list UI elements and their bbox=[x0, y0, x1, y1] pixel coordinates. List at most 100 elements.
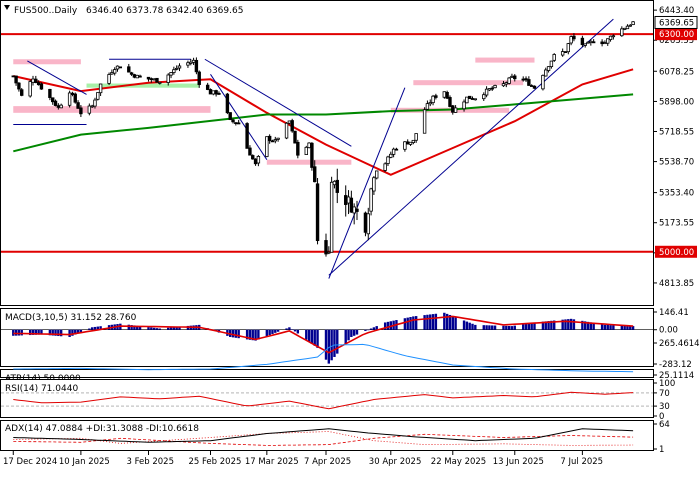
macd-bar bbox=[76, 329, 80, 334]
candle-body bbox=[541, 74, 545, 90]
candle-body bbox=[135, 74, 139, 79]
candle-body bbox=[149, 78, 154, 81]
macd-bar bbox=[406, 317, 409, 330]
candle-body bbox=[403, 141, 407, 150]
zone-green-6 bbox=[86, 83, 200, 88]
candle-body bbox=[566, 43, 570, 53]
ma-fast-line bbox=[13, 68, 634, 176]
candle-body bbox=[391, 148, 396, 155]
candle-body bbox=[591, 41, 596, 44]
adx-tick-label: 64 bbox=[659, 420, 670, 430]
macd-bar bbox=[20, 329, 23, 336]
rsi-tick-label: 0 bbox=[659, 412, 664, 422]
price-tick-label: 6263.55 bbox=[659, 36, 694, 46]
candle-body bbox=[406, 141, 410, 145]
macd-tick-label: -283.12 bbox=[659, 360, 692, 370]
macd-signal-line bbox=[13, 315, 634, 354]
date-tick-label: 30 Apr 2025 bbox=[369, 457, 422, 467]
candle-body bbox=[112, 69, 117, 74]
macd-bar bbox=[544, 321, 547, 330]
candle-body bbox=[138, 75, 142, 78]
macd-bar bbox=[307, 329, 311, 342]
candle-body bbox=[428, 102, 432, 105]
macd-bar bbox=[569, 318, 573, 330]
candle-body bbox=[59, 104, 63, 109]
candle-body bbox=[445, 91, 449, 99]
macd-bar bbox=[59, 329, 63, 337]
candle-body bbox=[315, 183, 320, 242]
candle-body bbox=[572, 35, 576, 40]
macd-bar bbox=[431, 314, 435, 330]
macd-bar bbox=[172, 327, 176, 330]
candle-body bbox=[304, 146, 308, 155]
candle-body bbox=[270, 140, 275, 143]
macd-bar bbox=[88, 328, 91, 330]
candle-body bbox=[174, 67, 179, 70]
candle-body bbox=[462, 101, 466, 110]
macd-bar bbox=[285, 328, 288, 330]
candle-body bbox=[34, 78, 38, 83]
candle-body bbox=[177, 65, 182, 69]
macd-bar bbox=[248, 329, 252, 340]
candle-body bbox=[589, 40, 593, 43]
macd-bar bbox=[265, 329, 269, 337]
macd-bar bbox=[175, 326, 178, 330]
rsi-line bbox=[13, 391, 634, 410]
macd-bar bbox=[271, 329, 274, 334]
atr-line bbox=[13, 343, 634, 373]
macd-bar bbox=[330, 329, 333, 361]
candle-body bbox=[28, 81, 32, 97]
date-tick-label: 22 May 2025 bbox=[431, 457, 486, 467]
macd-bar bbox=[99, 326, 102, 330]
price-tick-label: 6443.40 bbox=[659, 6, 694, 16]
macd-bar bbox=[28, 329, 32, 336]
macd-bar bbox=[482, 325, 485, 330]
candle-body bbox=[186, 62, 190, 66]
candle-body bbox=[327, 251, 331, 254]
candle-body bbox=[600, 41, 604, 45]
macd-bar bbox=[288, 327, 291, 330]
macd-bar bbox=[344, 329, 347, 344]
candle-body bbox=[442, 91, 447, 98]
macd-bar bbox=[584, 321, 587, 330]
macd-bar bbox=[606, 325, 609, 330]
candle-body bbox=[501, 83, 506, 87]
date-axis: 17 Dec 2024 10 Jan 2025 3 Feb 2025 25 Feb 2… bbox=[3, 451, 603, 467]
macd-bar bbox=[502, 325, 505, 330]
candle-body bbox=[611, 35, 616, 38]
adx-panel: ADX(14) 47.0884 +DI:31.3088 -DI:10.6618 bbox=[0, 420, 654, 451]
candle-body bbox=[310, 142, 314, 168]
macd-bar bbox=[268, 329, 271, 336]
candle-body bbox=[287, 120, 292, 124]
candle-body bbox=[408, 141, 413, 145]
candle-body bbox=[552, 54, 556, 61]
macd-bar bbox=[423, 315, 426, 330]
macd-bar bbox=[530, 322, 533, 330]
main-panel: FUS500..Daily 6346.40 6373.78 6342.40 63… bbox=[0, 0, 654, 306]
date-tick-label: 25 Feb 2025 bbox=[188, 457, 241, 467]
candle-body bbox=[70, 92, 75, 95]
candle-body bbox=[414, 133, 418, 141]
candle-body bbox=[434, 95, 438, 98]
macd-bar bbox=[474, 324, 477, 330]
macd-bar bbox=[364, 329, 367, 331]
candle-body bbox=[48, 88, 52, 98]
candle-body bbox=[236, 122, 241, 125]
macd-bar bbox=[147, 327, 150, 330]
candle-body bbox=[603, 42, 607, 45]
adx-panel-frame bbox=[0, 420, 654, 451]
candle-body bbox=[394, 148, 399, 151]
macd-bar bbox=[547, 321, 550, 330]
symbol-title: FUS500..Daily bbox=[14, 6, 78, 16]
macd-bar bbox=[620, 325, 624, 330]
macd-bar bbox=[138, 326, 142, 330]
level-badge-label: 5000.00 bbox=[659, 248, 694, 258]
macd-bar bbox=[561, 319, 564, 330]
macd-bar bbox=[74, 329, 77, 335]
date-tick-label: 3 Feb 2025 bbox=[127, 457, 175, 467]
macd-bar bbox=[327, 329, 331, 364]
candle-body bbox=[107, 74, 111, 84]
price-tick-label: 5898.00 bbox=[659, 97, 694, 107]
macd-bar bbox=[488, 325, 491, 330]
candle-body bbox=[524, 78, 528, 81]
